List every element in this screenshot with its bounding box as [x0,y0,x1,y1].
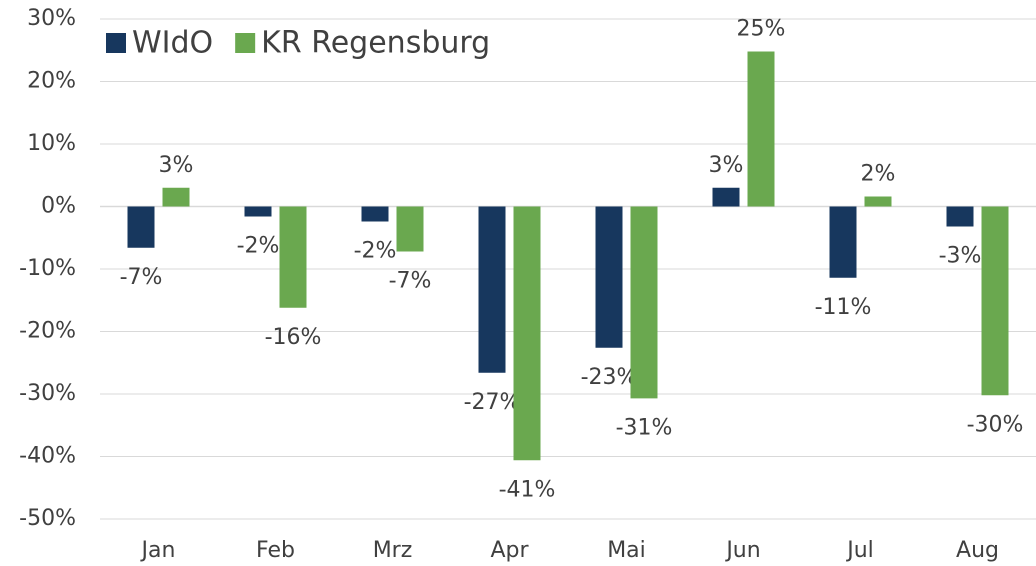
y-tick-label: -10% [19,256,76,281]
y-tick-label: -30% [19,381,76,406]
y-tick-label: 30% [27,6,76,31]
bar [747,51,775,207]
value-label: -2% [237,234,280,259]
x-tick-label: Mrz [373,538,413,563]
y-tick-label: 20% [27,69,76,94]
value-label: -30% [967,412,1024,437]
bar [630,206,658,399]
x-tick-label: Jul [845,538,874,563]
value-label: 3% [709,153,744,178]
value-label: -16% [265,325,322,350]
value-label: 25% [737,17,786,42]
y-tick-label: 0% [41,194,76,219]
legend-swatch [235,33,256,53]
legend-label: KR Regensburg [261,26,490,61]
legend-swatch [106,33,126,53]
y-tick-label: -40% [19,444,76,469]
value-label: -31% [616,415,673,440]
bar [162,187,190,207]
value-label: -23% [581,365,638,390]
bar [396,206,424,252]
y-tick-label: -20% [19,319,76,344]
value-label: -2% [354,239,397,264]
bar [478,206,506,373]
value-label: -7% [389,269,432,294]
bar [712,187,740,207]
x-tick-label: Apr [490,538,529,563]
bar [127,206,155,248]
x-tick-label: Jun [724,538,760,563]
bar [595,206,623,348]
x-tick-label: Jan [140,538,176,563]
value-label: 2% [861,162,896,187]
value-label: -11% [815,295,872,320]
bar [244,206,272,217]
bar [361,206,389,222]
bar [279,206,307,308]
value-label: -27% [464,390,521,415]
bar [829,206,857,278]
y-tick-label: -50% [19,506,76,531]
x-tick-label: Aug [956,538,999,563]
legend: WIdO KR Regensburg [106,26,490,61]
bar [864,196,892,207]
bar [981,206,1009,396]
value-label: -3% [939,244,982,269]
value-label: 3% [159,153,194,178]
x-tick-label: Mai [607,538,646,563]
y-tick-label: 10% [27,131,76,156]
value-label: -7% [120,265,163,290]
bar [946,206,974,227]
legend-label: WIdO [132,26,213,61]
bar [513,206,541,461]
value-label: -41% [499,477,556,502]
x-tick-label: Feb [256,538,295,563]
